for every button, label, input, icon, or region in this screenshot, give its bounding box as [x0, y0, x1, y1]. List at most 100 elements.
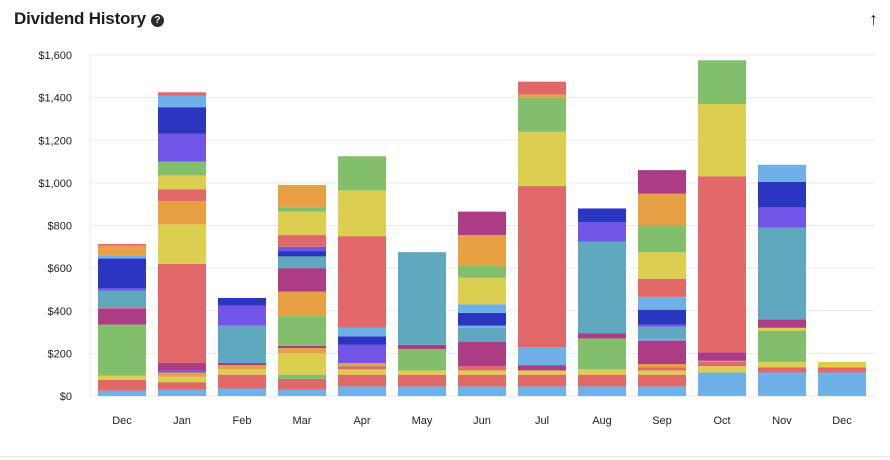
bar-segment[interactable]: [638, 170, 686, 194]
bar-segment[interactable]: [158, 389, 206, 396]
bar-segment[interactable]: [758, 372, 806, 396]
bar-segment[interactable]: [758, 367, 806, 373]
bar-segment[interactable]: [458, 211, 506, 236]
bar-segment[interactable]: [638, 296, 686, 310]
bar-segment[interactable]: [758, 207, 806, 228]
bar-stack[interactable]: [218, 297, 266, 396]
bar-segment[interactable]: [818, 372, 866, 396]
bar-segment[interactable]: [458, 374, 506, 387]
bar-segment[interactable]: [278, 378, 326, 390]
bar-segment[interactable]: [158, 376, 206, 383]
bar-segment[interactable]: [578, 333, 626, 339]
bar-segment[interactable]: [638, 374, 686, 387]
bar-segment[interactable]: [458, 370, 506, 375]
bar-segment[interactable]: [98, 375, 146, 381]
bar-segment[interactable]: [518, 374, 566, 387]
bar-segment[interactable]: [158, 189, 206, 201]
bar-segment[interactable]: [98, 324, 146, 376]
bar-segment[interactable]: [638, 252, 686, 279]
bar-segment[interactable]: [338, 327, 386, 337]
bar-segment[interactable]: [278, 256, 326, 269]
bar-segment[interactable]: [98, 245, 146, 256]
bar-segment[interactable]: [638, 370, 686, 375]
bar-stack[interactable]: [158, 92, 206, 396]
bar-segment[interactable]: [698, 60, 746, 105]
bar-segment[interactable]: [338, 344, 386, 363]
bar-segment[interactable]: [98, 244, 146, 246]
bar-segment[interactable]: [578, 208, 626, 223]
bar-segment[interactable]: [218, 374, 266, 389]
bar-stack[interactable]: [638, 170, 686, 396]
bar-segment[interactable]: [458, 277, 506, 305]
bar-segment[interactable]: [638, 326, 686, 339]
bar-segment[interactable]: [518, 386, 566, 396]
bar-segment[interactable]: [98, 380, 146, 391]
bar-segment[interactable]: [218, 325, 266, 363]
bar-segment[interactable]: [458, 265, 506, 278]
help-icon[interactable]: ?: [150, 13, 164, 27]
bar-stack[interactable]: [758, 164, 806, 396]
bar-segment[interactable]: [278, 268, 326, 292]
bar-segment[interactable]: [698, 176, 746, 353]
bar-segment[interactable]: [278, 348, 326, 354]
bar-segment[interactable]: [278, 389, 326, 396]
bar-segment[interactable]: [518, 370, 566, 375]
bar-stack[interactable]: [338, 156, 386, 396]
bar-segment[interactable]: [758, 319, 806, 328]
bar-segment[interactable]: [638, 309, 686, 325]
bar-segment[interactable]: [98, 390, 146, 396]
bar-segment[interactable]: [758, 164, 806, 182]
bar-segment[interactable]: [458, 386, 506, 396]
bar-segment[interactable]: [278, 207, 326, 212]
bar-segment[interactable]: [158, 95, 206, 108]
bar-segment[interactable]: [218, 362, 266, 366]
bar-segment[interactable]: [398, 344, 446, 350]
bar-segment[interactable]: [458, 312, 506, 326]
bar-segment[interactable]: [578, 369, 626, 375]
bar-segment[interactable]: [278, 235, 326, 247]
bar-segment[interactable]: [758, 361, 806, 368]
bar-segment[interactable]: [158, 161, 206, 176]
bar-segment[interactable]: [98, 290, 146, 308]
bar-segment[interactable]: [638, 278, 686, 297]
bar-segment[interactable]: [338, 236, 386, 328]
bar-segment[interactable]: [758, 181, 806, 208]
bar-segment[interactable]: [758, 227, 806, 320]
bar-segment[interactable]: [698, 366, 746, 373]
bar-segment[interactable]: [578, 222, 626, 242]
bar-segment[interactable]: [338, 374, 386, 387]
bar-segment[interactable]: [578, 338, 626, 370]
bar-segment[interactable]: [158, 224, 206, 264]
bar-segment[interactable]: [518, 365, 566, 371]
bar-segment[interactable]: [218, 297, 266, 306]
bar-segment[interactable]: [458, 366, 506, 371]
bar-segment[interactable]: [518, 97, 566, 132]
bar-segment[interactable]: [818, 367, 866, 373]
bar-segment[interactable]: [278, 353, 326, 375]
bar-segment[interactable]: [98, 288, 146, 291]
bar-segment[interactable]: [218, 365, 266, 370]
bar-stack[interactable]: [278, 185, 326, 396]
bar-segment[interactable]: [458, 235, 506, 266]
bar-segment[interactable]: [578, 386, 626, 396]
bar-segment[interactable]: [158, 133, 206, 162]
bar-segment[interactable]: [578, 241, 626, 334]
bar-segment[interactable]: [638, 225, 686, 253]
bar-segment[interactable]: [278, 185, 326, 208]
bar-segment[interactable]: [98, 307, 146, 309]
bar-segment[interactable]: [518, 81, 566, 95]
bar-segment[interactable]: [338, 386, 386, 396]
bar-segment[interactable]: [698, 352, 746, 361]
bar-segment[interactable]: [158, 107, 206, 134]
bar-stack[interactable]: [518, 81, 566, 396]
bar-segment[interactable]: [458, 325, 506, 328]
bar-segment[interactable]: [218, 388, 266, 396]
bar-segment[interactable]: [278, 251, 326, 257]
bar-segment[interactable]: [638, 193, 686, 226]
bar-segment[interactable]: [638, 338, 686, 341]
bar-stack[interactable]: [98, 244, 146, 396]
bar-segment[interactable]: [218, 369, 266, 375]
bar-segment[interactable]: [698, 104, 746, 177]
bar-segment[interactable]: [458, 341, 506, 367]
bar-segment[interactable]: [158, 263, 206, 363]
